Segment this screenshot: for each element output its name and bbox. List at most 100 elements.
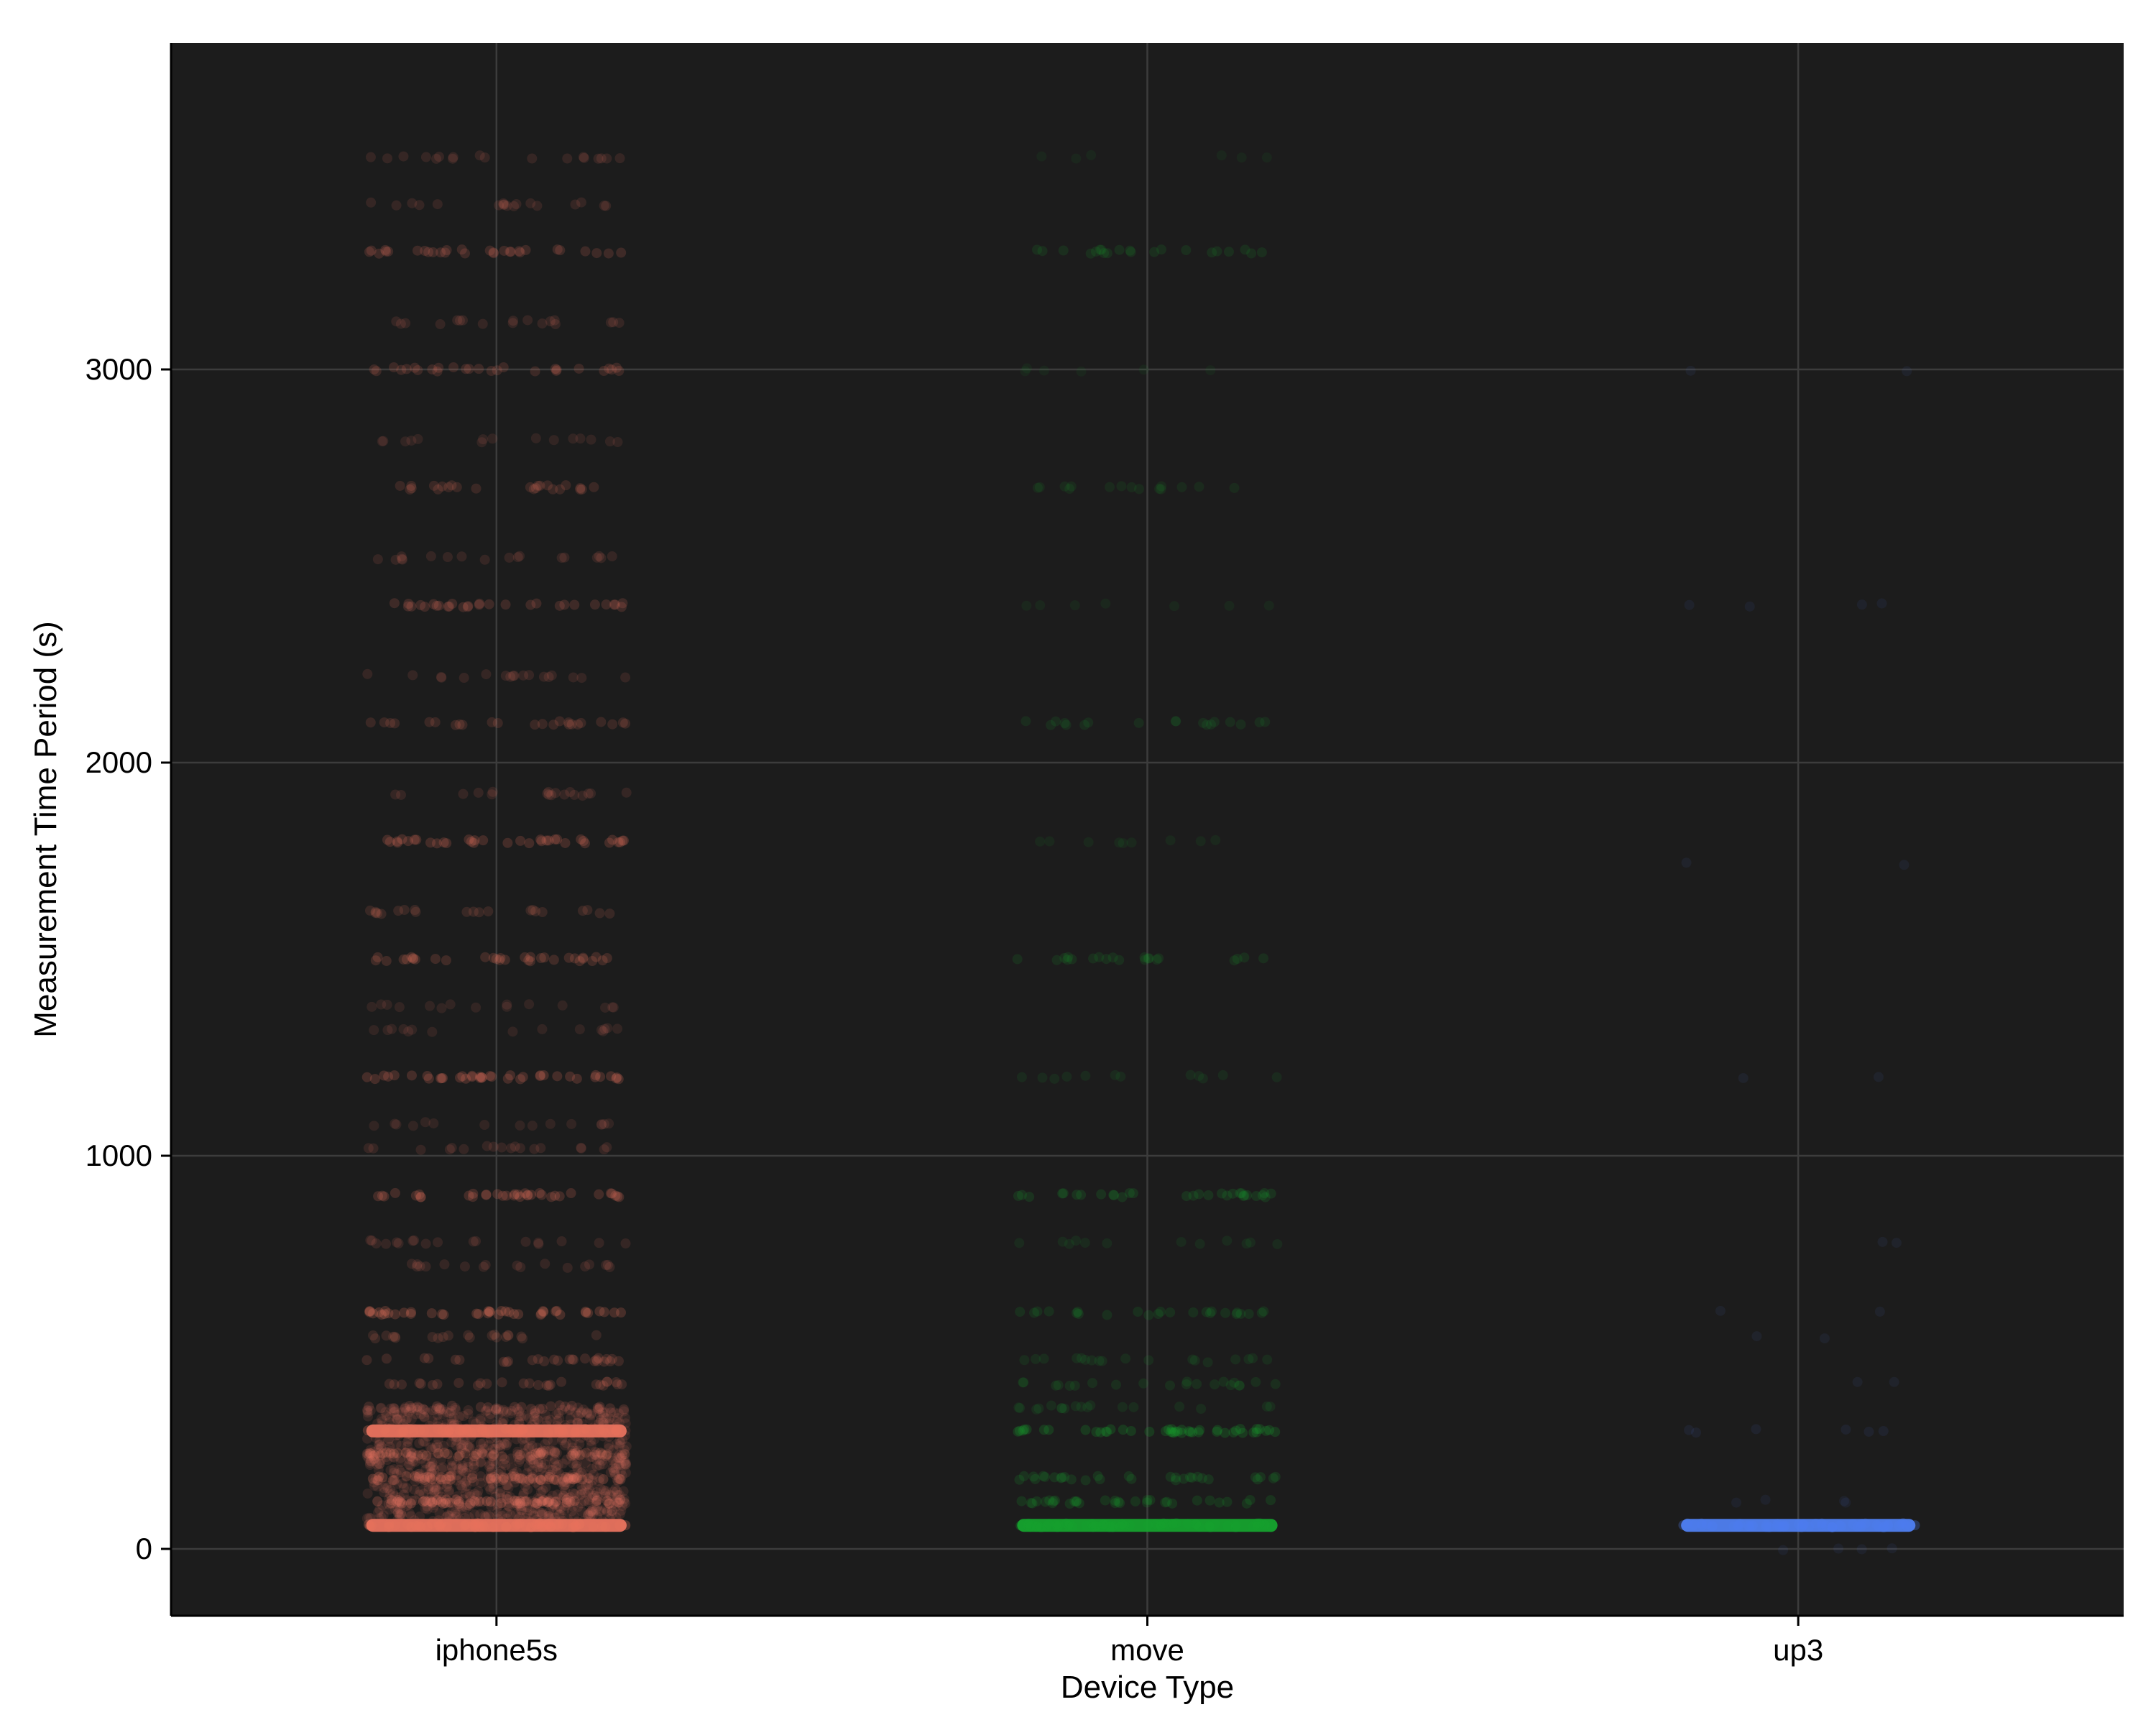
point — [475, 1415, 486, 1426]
point — [1169, 1427, 1179, 1438]
point — [484, 1427, 494, 1438]
point — [537, 1024, 548, 1034]
point — [406, 1403, 417, 1414]
point — [438, 1404, 448, 1415]
point — [535, 1487, 546, 1498]
point — [390, 1491, 400, 1501]
point — [406, 1307, 417, 1317]
point — [503, 1330, 514, 1341]
point — [1095, 1474, 1105, 1485]
point — [411, 834, 422, 845]
point — [467, 1495, 478, 1506]
point — [499, 199, 510, 210]
point — [590, 1505, 601, 1516]
point — [415, 1261, 425, 1271]
point — [1048, 1496, 1059, 1506]
point — [545, 1469, 556, 1480]
point — [558, 1490, 568, 1501]
point — [581, 1407, 592, 1418]
point — [1087, 1518, 1097, 1529]
point — [502, 1407, 512, 1417]
point — [398, 1427, 409, 1438]
point — [366, 245, 377, 256]
point — [1796, 1522, 1807, 1532]
point — [1270, 1427, 1281, 1438]
point — [1035, 836, 1046, 847]
point — [558, 1476, 569, 1486]
point — [1102, 1310, 1112, 1320]
point — [502, 1507, 512, 1518]
point — [412, 1261, 423, 1272]
point — [1224, 600, 1235, 611]
point — [536, 1517, 547, 1527]
point — [612, 1486, 622, 1496]
point — [514, 1411, 525, 1422]
point — [383, 246, 394, 257]
point — [398, 954, 409, 965]
point — [386, 1495, 397, 1506]
point — [611, 1073, 622, 1084]
point — [1878, 1426, 1889, 1437]
point — [614, 365, 625, 376]
point — [540, 1439, 550, 1450]
point — [555, 1310, 566, 1320]
point — [485, 1409, 496, 1420]
point — [459, 1261, 470, 1272]
point — [367, 1236, 377, 1246]
point — [569, 1427, 580, 1438]
point — [591, 1487, 602, 1498]
point — [562, 1262, 573, 1273]
point — [533, 1458, 544, 1469]
point — [515, 1473, 525, 1484]
point — [591, 952, 602, 962]
point — [453, 1496, 464, 1506]
point — [571, 1473, 582, 1484]
point — [1197, 1473, 1207, 1484]
point — [569, 1489, 580, 1499]
point — [606, 1407, 617, 1418]
point — [435, 1521, 446, 1532]
point — [1153, 953, 1164, 964]
point — [620, 1425, 631, 1436]
point — [395, 480, 405, 491]
point — [551, 1519, 562, 1530]
point — [422, 1471, 433, 1482]
point — [1031, 1522, 1042, 1532]
point — [434, 1405, 445, 1416]
point — [456, 551, 467, 562]
point — [588, 1517, 599, 1528]
point — [432, 1409, 443, 1420]
point — [577, 791, 588, 801]
point — [1126, 837, 1137, 848]
point — [1083, 837, 1094, 847]
point — [563, 1492, 573, 1503]
point — [1072, 1353, 1082, 1363]
point — [560, 1485, 571, 1496]
point — [1834, 1520, 1845, 1531]
point — [1110, 1498, 1120, 1509]
point — [558, 1476, 568, 1487]
point — [591, 1495, 602, 1506]
point — [1100, 598, 1111, 609]
point — [557, 1516, 568, 1527]
point — [386, 1498, 397, 1509]
point — [474, 1496, 484, 1506]
point — [1204, 1520, 1215, 1531]
point — [532, 1414, 543, 1425]
point — [612, 1072, 622, 1083]
point — [584, 1485, 595, 1496]
point — [402, 1413, 413, 1424]
point — [430, 1482, 441, 1493]
point — [1116, 481, 1127, 492]
point — [510, 1498, 521, 1509]
point — [475, 1402, 486, 1412]
point — [441, 1427, 451, 1438]
point — [546, 670, 557, 681]
point — [564, 1405, 575, 1416]
point — [364, 1512, 374, 1523]
point — [1760, 1494, 1771, 1505]
point — [422, 1522, 433, 1532]
point — [1151, 954, 1162, 965]
point — [1891, 1238, 1902, 1248]
point — [388, 1403, 399, 1414]
